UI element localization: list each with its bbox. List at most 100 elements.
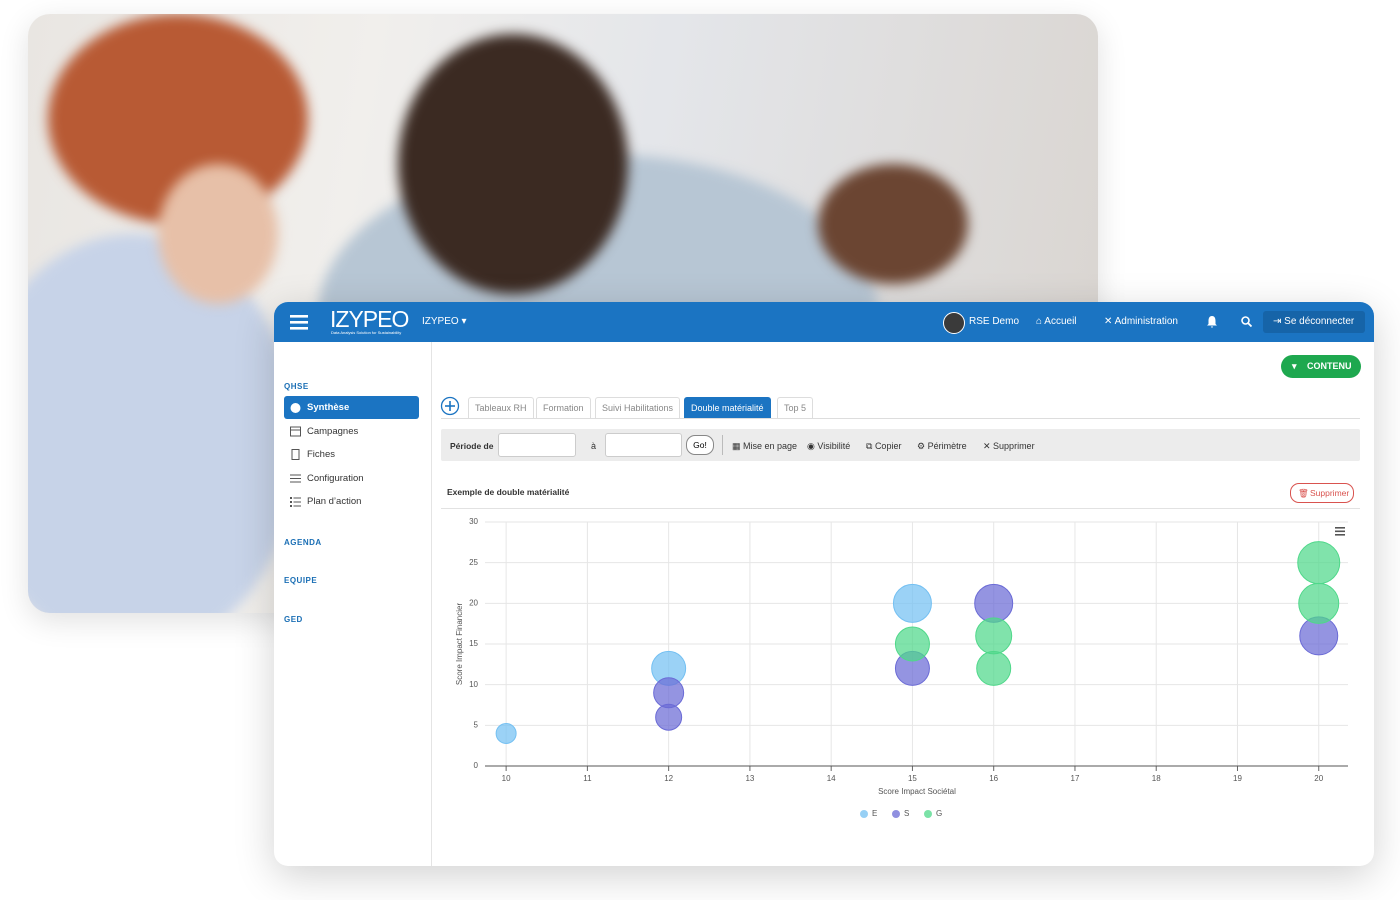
go-button[interactable]: Go! — [686, 435, 714, 455]
trash-icon: 🗑 — [1298, 488, 1309, 498]
org-name: IZYPEO — [422, 316, 459, 327]
legend-item[interactable]: E — [860, 809, 877, 818]
tab[interactable]: Formation — [536, 397, 591, 419]
search-icon[interactable] — [1241, 316, 1252, 327]
photo-shape — [28, 234, 298, 613]
toolbar-action[interactable]: ▦ Mise en page — [732, 441, 798, 451]
action-label: Périmètre — [927, 441, 967, 451]
y-tick-label: 20 — [469, 598, 478, 607]
caret: ▾ — [1292, 361, 1297, 371]
user-name[interactable]: RSE Demo — [969, 316, 1020, 327]
section-title[interactable]: AGENDA — [284, 538, 322, 547]
x-tick-label: 10 — [502, 774, 511, 783]
date-input[interactable] — [605, 433, 682, 457]
button-label: CONTENU — [1307, 361, 1352, 371]
nav-label: Administration — [1114, 316, 1178, 327]
menu-item[interactable]: Synthèse — [284, 396, 419, 419]
x-tick-label: 19 — [1233, 774, 1242, 783]
bubble — [1298, 582, 1340, 624]
widget-title: Exemple de double matérialité — [447, 487, 570, 497]
action-label: Mise en page — [743, 441, 798, 451]
menu-item[interactable]: Configuration — [284, 467, 419, 490]
bell-icon[interactable] — [1207, 316, 1217, 328]
bubble — [894, 626, 930, 662]
x-tick-label: 11 — [583, 774, 592, 783]
bubble — [653, 677, 685, 709]
logout-label: Se déconnecter — [1284, 316, 1355, 327]
item-icon — [290, 403, 301, 413]
x-tick-label: 18 — [1152, 774, 1161, 783]
photo-shape — [158, 164, 278, 304]
logout-button[interactable]: ⇥ Se déconnecter — [1263, 311, 1365, 333]
bubble — [495, 722, 517, 744]
tab[interactable]: Suivi Habilitations — [595, 397, 681, 419]
y-tick-label: 10 — [469, 680, 478, 689]
legend-swatch — [892, 810, 900, 818]
menu-item[interactable]: Plan d’action — [284, 490, 419, 513]
legend-label: G — [936, 809, 942, 818]
separator — [722, 435, 723, 455]
logo[interactable]: IZYPEO — [330, 306, 409, 332]
logo-tagline: Data Analysis Solution for Sustainabilit… — [331, 330, 402, 335]
legend-item[interactable]: S — [892, 809, 909, 818]
x-tick-label: 12 — [664, 774, 673, 783]
x-tick-label: 20 — [1314, 774, 1323, 783]
org-selector[interactable]: IZYPEO ▾ — [422, 316, 467, 327]
legend-item[interactable]: G — [924, 809, 942, 818]
toolbar-action[interactable]: ✕ Supprimer — [983, 441, 1035, 451]
photo-shape — [818, 164, 968, 284]
add-tab[interactable] — [440, 396, 460, 416]
x-tick-label: 13 — [745, 774, 754, 783]
button-label: Supprimer — [1310, 488, 1350, 498]
bubble — [974, 583, 1014, 623]
widget-delete[interactable]: 🗑 Supprimer — [1290, 483, 1354, 503]
menu-icon[interactable] — [290, 315, 308, 330]
content-button[interactable]: ▾ CONTENU — [1281, 355, 1361, 378]
y-tick-label: 30 — [469, 517, 478, 526]
widget-divider — [441, 508, 1360, 509]
section-title[interactable]: EQUIPE — [284, 576, 318, 585]
tab[interactable]: Top 5 — [777, 397, 814, 419]
bubble — [892, 583, 932, 623]
item-icon — [290, 426, 301, 437]
y-tick-label: 5 — [474, 720, 479, 729]
nav-home[interactable]: ⌂ Accueil — [1036, 316, 1077, 327]
period-to-label: à — [591, 441, 597, 451]
menu-item[interactable]: Campagnes — [284, 420, 419, 443]
bubble — [655, 703, 683, 731]
x-axis-title: Score Impact Sociétal — [878, 787, 956, 796]
toolbar-action[interactable]: ⧉ Copier — [866, 441, 902, 451]
bubble — [976, 650, 1012, 686]
user-avatar[interactable] — [943, 312, 965, 334]
x-tick-label: 17 — [1071, 774, 1080, 783]
photo-shape — [398, 34, 628, 294]
item-icon — [290, 497, 301, 507]
toolbar — [441, 429, 1360, 461]
top-bar: IZYPEO Data Analysis Solution for Sustai… — [274, 302, 1374, 342]
tab-divider — [441, 418, 1360, 419]
period-label: Période de — [450, 441, 494, 451]
chart-menu[interactable] — [1335, 527, 1345, 536]
bubble — [975, 617, 1013, 655]
action-label: Copier — [874, 441, 902, 451]
section-title[interactable]: QHSE — [284, 382, 309, 391]
tab[interactable]: Tableaux RH — [468, 397, 534, 419]
section-title[interactable]: GED — [284, 615, 303, 624]
y-axis-title: Score Impact Financier — [455, 603, 464, 686]
app-window: IZYPEO Data Analysis Solution for Sustai… — [274, 302, 1374, 866]
toolbar-action[interactable]: ⚙ Périmètre — [917, 441, 967, 451]
toolbar-action[interactable]: ◉ Visibilité — [807, 441, 851, 451]
menu-label: Campagnes — [307, 426, 359, 437]
menu-label: Synthèse — [307, 402, 350, 413]
sidebar: QHSE Synthèse Campagnes Fiches Configura… — [274, 342, 432, 866]
bubble — [1297, 541, 1341, 585]
tab-active[interactable]: Double matérialité — [684, 397, 771, 419]
x-tick-label: 14 — [827, 774, 836, 783]
date-input[interactable] — [498, 433, 576, 457]
x-tick-label: 15 — [908, 774, 917, 783]
menu-label: Fiches — [307, 449, 335, 460]
nav-admin[interactable]: ✕ Administration — [1104, 316, 1178, 327]
action-label: Visibilité — [817, 441, 851, 451]
menu-item[interactable]: Fiches — [284, 443, 419, 466]
